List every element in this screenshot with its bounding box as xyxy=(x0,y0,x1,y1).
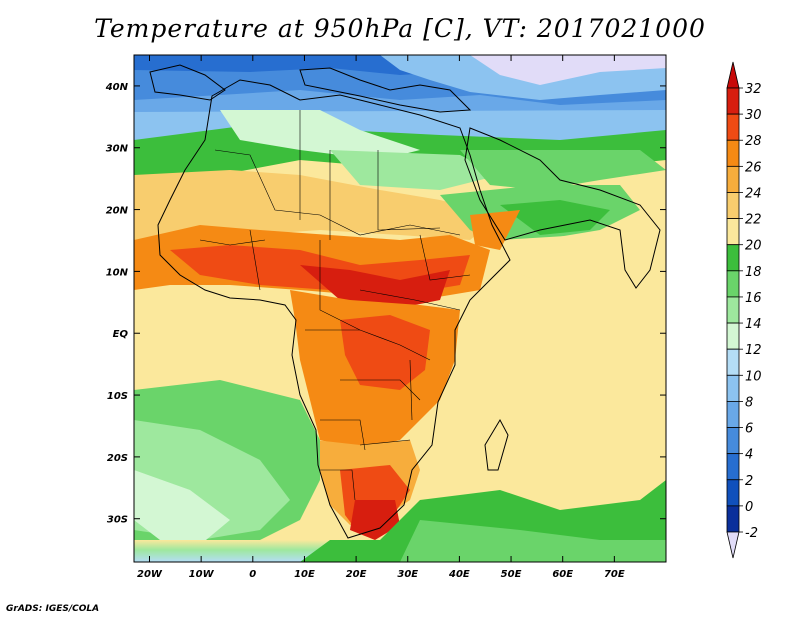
colorbar-label: 30 xyxy=(745,108,762,123)
longitude-axis: 20W 10W 0 10E 20E 30E 40E 50E 60E 70E xyxy=(137,55,625,580)
colorbar-label: 20 xyxy=(745,239,762,254)
map-title: Temperature at 950hPa [C], VT: 201702100… xyxy=(94,14,706,43)
map-frame xyxy=(133,54,667,563)
colorbar-bottom-triangle xyxy=(726,531,740,559)
colorbar-swatch xyxy=(726,165,740,193)
colorbar-swatch xyxy=(726,87,740,115)
lon-tick-label: 10E xyxy=(294,569,315,580)
lon-tick-label: 10W xyxy=(189,569,215,580)
colorbar-swatch xyxy=(726,453,740,481)
lon-tick-label: 20E xyxy=(346,569,367,580)
lon-tick-label: 70E xyxy=(604,569,625,580)
colorbar-swatch xyxy=(726,505,740,533)
lat-tick-label: 20S xyxy=(107,453,128,464)
lat-tick-label: EQ xyxy=(113,329,129,340)
colorbar-swatch xyxy=(726,270,740,298)
lat-tick-label: 10N xyxy=(106,267,129,278)
colorbar-swatch xyxy=(726,113,740,141)
colorbar-swatch xyxy=(726,192,740,219)
colorbar-swatch xyxy=(726,348,740,376)
colorbar-label: 8 xyxy=(745,395,753,410)
lon-tick-label: 60E xyxy=(552,569,573,580)
colorbar-swatch xyxy=(726,427,740,455)
colorbar-label: 28 xyxy=(745,134,762,149)
colorbar-swatch xyxy=(726,139,740,167)
coastlines xyxy=(149,64,661,539)
lat-tick-label: 30N xyxy=(106,144,129,155)
colorbar-swatch xyxy=(726,296,740,324)
colorbar-label: 22 xyxy=(745,213,762,228)
colorbar-swatch xyxy=(726,374,740,402)
colorbar-label: 6 xyxy=(745,422,753,437)
colorbar-label: 14 xyxy=(745,317,762,332)
latitude-axis: 40N 30N 20N 10N EQ 10S 20S 30S xyxy=(105,82,666,526)
colorbar-label: 24 xyxy=(745,186,762,201)
lon-tick-label: 20W xyxy=(137,569,163,580)
lat-tick-label: 30S xyxy=(107,515,128,526)
lon-tick-label: 30E xyxy=(397,569,418,580)
colorbar-swatch xyxy=(726,479,740,507)
temperature-field xyxy=(134,55,666,562)
grads-credit: GrADS: IGES/COLA xyxy=(6,604,100,614)
colorbar-swatch xyxy=(726,244,740,272)
colorbar-swatch xyxy=(726,218,740,246)
colorbar-label: 4 xyxy=(745,448,753,463)
colorbar-swatch xyxy=(726,322,740,350)
colorbar-top-triangle xyxy=(726,61,740,89)
colorbar-label: 18 xyxy=(745,265,762,280)
colorbar-label: 32 xyxy=(745,82,762,97)
lon-tick-label: 50E xyxy=(501,569,522,580)
colorbar-label: -2 xyxy=(745,526,758,541)
colorbar-label: 2 xyxy=(745,474,753,489)
colorbar-label: 10 xyxy=(745,369,762,384)
country-borders xyxy=(199,110,471,501)
colorbar-label: 12 xyxy=(745,343,762,358)
colorbar-label: 16 xyxy=(745,291,762,306)
lon-tick-label: 0 xyxy=(249,569,256,580)
colorbar-label: 26 xyxy=(745,160,762,175)
colorbar-label: 0 xyxy=(745,500,753,515)
lon-tick-label: 40E xyxy=(448,569,470,580)
lat-tick-label: 10S xyxy=(107,391,128,402)
colorbar-swatch xyxy=(726,401,740,428)
lat-tick-label: 20N xyxy=(106,206,129,217)
lat-tick-label: 40N xyxy=(105,82,129,93)
